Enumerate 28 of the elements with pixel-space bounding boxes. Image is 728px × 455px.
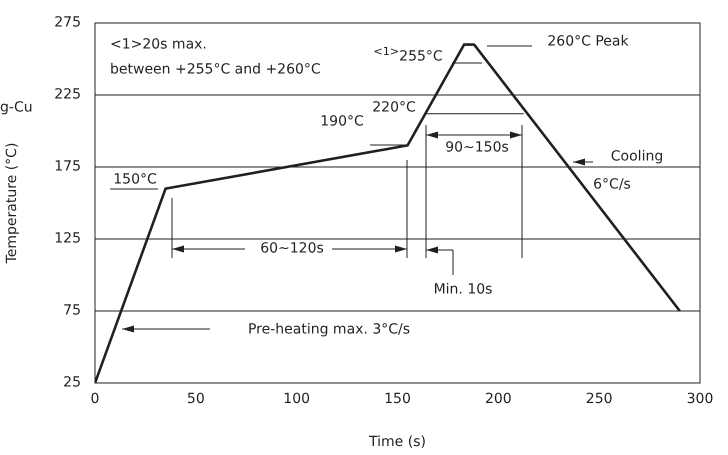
annotation: 90~150s: [445, 140, 509, 156]
x-tick-label: 150: [384, 391, 411, 408]
y-tick-label: 175: [54, 158, 81, 175]
y-tick-label: 225: [54, 86, 81, 103]
annotation: Pre-heating max. 3°C/s: [248, 322, 410, 338]
x-tick-label: 100: [283, 391, 310, 408]
x-axis-title: Time (s): [368, 434, 426, 450]
annotation: 260°C Peak: [547, 34, 630, 50]
annotation: Min. 10s: [434, 282, 492, 298]
annotation: <1>20s max.: [110, 36, 207, 53]
x-tick-label: 50: [186, 391, 205, 408]
y-axis-title: Temperature (°C): [4, 142, 20, 264]
annotation: Cooling: [610, 148, 664, 165]
x-tick-label: 0: [90, 391, 100, 408]
y-tick-label: 25: [63, 374, 81, 391]
annotation: 190°C: [320, 114, 364, 130]
annotation: between +255°C and +260°C: [110, 62, 321, 78]
annotation: 150°C: [113, 172, 157, 188]
x-tick-label: 200: [484, 391, 512, 408]
text: g-Cu: [0, 100, 33, 116]
annotation: 6°C/s: [593, 176, 631, 193]
y-tick-label: 75: [63, 302, 81, 319]
x-tick-label: 300: [686, 391, 714, 408]
x-tick-label: 250: [586, 391, 613, 408]
annotation: 60~120s: [260, 240, 324, 257]
annotation: 220°C: [372, 100, 416, 116]
y-tick-label: 275: [54, 14, 81, 31]
y-tick-label: 125: [54, 230, 81, 247]
